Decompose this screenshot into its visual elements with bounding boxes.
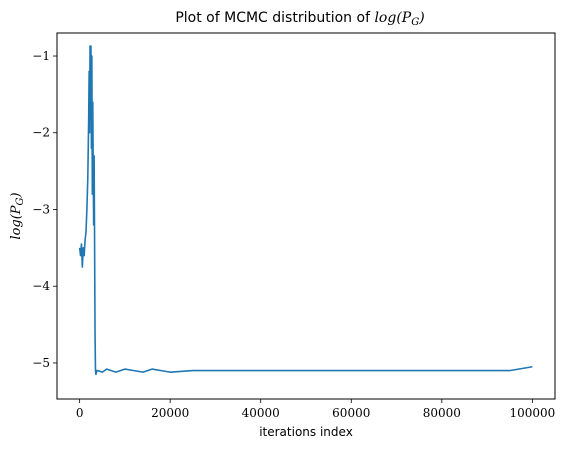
y-tick-label: −4 bbox=[32, 279, 50, 293]
y-axis-label-math: log(P bbox=[9, 205, 24, 239]
series-line bbox=[78, 45, 533, 376]
x-axis-ticks: 0 20000 40000 60000 80000 100000 bbox=[76, 399, 555, 420]
y-tick-label: −1 bbox=[32, 49, 50, 63]
y-axis-label-close: ) bbox=[9, 192, 24, 198]
title-math-sub: G bbox=[411, 17, 419, 28]
x-tick-label: 40000 bbox=[242, 406, 280, 420]
y-axis-label-sub: G bbox=[15, 197, 26, 205]
x-tick-label: 100000 bbox=[509, 406, 555, 420]
x-tick-label: 0 bbox=[76, 406, 84, 420]
y-axis-label: log(PG) bbox=[9, 192, 26, 239]
x-axis-label: iterations index bbox=[259, 425, 353, 439]
x-tick-label: 20000 bbox=[151, 406, 189, 420]
title-math: log(P bbox=[374, 10, 411, 26]
y-tick-label: −3 bbox=[32, 202, 50, 216]
y-tick-label: −5 bbox=[32, 356, 50, 370]
series-layer bbox=[78, 45, 533, 376]
y-tick-label: −2 bbox=[32, 126, 50, 140]
title-text: Plot of MCMC distribution of bbox=[175, 10, 374, 26]
title-math-close: ) bbox=[418, 10, 424, 26]
x-tick-label: 60000 bbox=[332, 406, 370, 420]
x-tick-label: 80000 bbox=[423, 406, 461, 420]
chart-title: Plot of MCMC distribution of log(PG) bbox=[175, 10, 424, 28]
svg-text:Plot of MCMC distribution of l: Plot of MCMC distribution of log(PG) bbox=[175, 10, 424, 28]
plot-area-frame bbox=[56, 32, 556, 400]
y-axis-ticks: −1 −2 −3 −4 −5 bbox=[32, 49, 57, 370]
